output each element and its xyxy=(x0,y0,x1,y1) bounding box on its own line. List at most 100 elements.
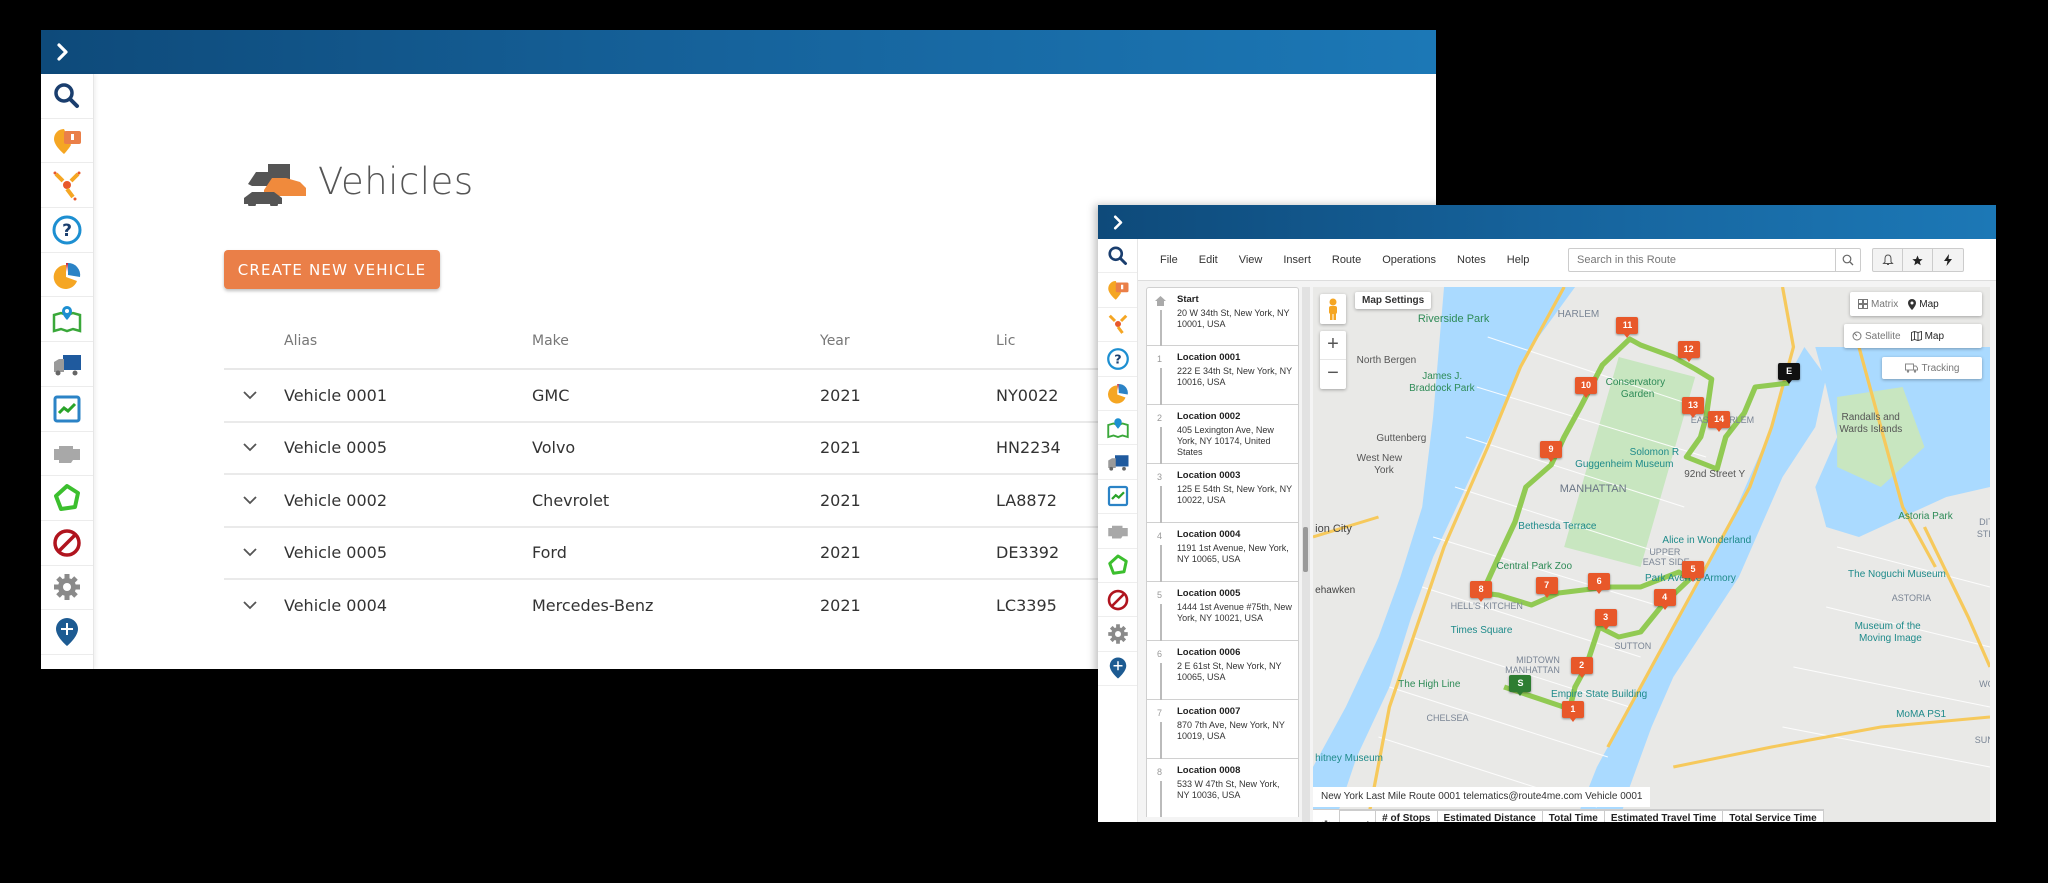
location-alert-icon xyxy=(54,128,81,154)
route-stop-marker[interactable]: 6 xyxy=(1588,573,1611,594)
notifications-button[interactable] xyxy=(1873,249,1903,271)
list-item-stop[interactable]: Start 20 W 34th St, New York, NY 10001, … xyxy=(1146,287,1299,348)
sidebar-item-avoidance-zones[interactable] xyxy=(41,521,93,566)
route-stop-marker[interactable]: 10 xyxy=(1574,377,1597,398)
stops-scrollbar[interactable] xyxy=(1302,287,1310,822)
list-item-stop[interactable]: 3 Location 0003 125 E 54th St, New York,… xyxy=(1146,464,1299,524)
zoom-in-button[interactable]: + xyxy=(1320,331,1346,360)
roadmap-button[interactable]: Map xyxy=(1901,331,1944,342)
route-stop-marker[interactable]: 9 xyxy=(1540,441,1563,462)
column-header-alias[interactable]: Alias xyxy=(284,314,532,370)
sidebar-item-analytics[interactable] xyxy=(1098,377,1137,411)
column-header-year[interactable]: Year xyxy=(820,314,996,370)
bell-icon xyxy=(1881,254,1894,265)
street-view-pegman[interactable] xyxy=(1320,294,1346,324)
route-stop-marker[interactable]: 14 xyxy=(1708,411,1731,432)
sidebar-item-settings[interactable] xyxy=(1098,617,1137,652)
menu-edit[interactable]: Edit xyxy=(1198,253,1218,266)
tracking-button[interactable]: Tracking xyxy=(1882,357,1982,379)
route-stop-marker[interactable]: 7 xyxy=(1535,577,1558,598)
totals-settings-button[interactable] xyxy=(1313,810,1339,822)
list-item-stop[interactable]: 6 Location 0006 2 E 61st St, New York, N… xyxy=(1146,641,1299,701)
route-start-marker[interactable]: S xyxy=(1509,675,1532,696)
route-map[interactable]: Riverside Park HARLEM North Bergen James J.… xyxy=(1313,287,1990,822)
route-search-input[interactable] xyxy=(1569,254,1835,266)
list-item-stop[interactable]: 7 Location 0007 870 7th Ave, New York, N… xyxy=(1146,700,1299,760)
route-end-marker[interactable]: E xyxy=(1778,363,1801,384)
route-stop-marker[interactable]: 11 xyxy=(1616,317,1639,338)
sidebar-item-notifications[interactable] xyxy=(41,119,93,164)
table-row[interactable]: Vehicle 0005 Volvo 2021 HN2234 xyxy=(224,421,1424,475)
menu-notes[interactable]: Notes xyxy=(1457,253,1486,266)
menu-view[interactable]: View xyxy=(1238,253,1263,266)
sidebar-item-dispatch[interactable] xyxy=(1098,652,1137,687)
cell-alias: Vehicle 0004 xyxy=(284,596,388,616)
stops-list: Start 20 W 34th St, New York, NY 10001, … xyxy=(1146,287,1299,817)
route-stop-marker[interactable]: 4 xyxy=(1653,589,1676,610)
route-stop-marker[interactable]: 2 xyxy=(1570,657,1593,678)
chevron-down-icon[interactable] xyxy=(242,599,258,611)
menu-route[interactable]: Route xyxy=(1331,253,1362,266)
zoom-out-button[interactable]: − xyxy=(1327,362,1339,384)
cell-make: Ford xyxy=(532,526,820,580)
cell-year: 2021 xyxy=(820,369,996,423)
column-header-make[interactable]: Make xyxy=(532,314,820,370)
table-row[interactable]: Vehicle 0004 Mercedes-Benz 2021 LC3395 xyxy=(224,579,1424,632)
route-stop-marker[interactable]: 12 xyxy=(1677,341,1700,362)
sidebar-item-engine[interactable] xyxy=(1098,514,1137,549)
totals-header-stops: # of Stops xyxy=(1375,810,1438,822)
sidebar-item-territories[interactable] xyxy=(1098,549,1137,583)
route-stop-marker[interactable]: 5 xyxy=(1681,561,1704,582)
chevron-down-icon[interactable] xyxy=(242,389,258,401)
chevron-down-icon[interactable] xyxy=(242,546,258,558)
sidebar-item-optimization[interactable] xyxy=(41,163,93,209)
sidebar-item-search[interactable] xyxy=(1098,239,1137,274)
route-stop-marker[interactable]: 8 xyxy=(1470,581,1493,602)
list-item-stop[interactable]: 1 Location 0001 222 E 34th St, New York,… xyxy=(1146,346,1299,406)
route-stop-marker[interactable]: 1 xyxy=(1561,701,1584,722)
list-item-stop[interactable]: 8 Location 0008 533 W 47th St, New York,… xyxy=(1146,759,1299,817)
chart-icon xyxy=(53,395,81,423)
sidebar-item-vehicles[interactable] xyxy=(41,342,93,387)
sidebar-item-engine[interactable] xyxy=(41,432,93,477)
chevron-down-icon[interactable] xyxy=(242,494,258,506)
sidebar-item-optimization[interactable] xyxy=(1098,308,1137,343)
sidebar-toggle-button[interactable] xyxy=(1108,212,1128,232)
route-stop-marker[interactable]: 3 xyxy=(1594,609,1617,630)
sidebar-item-dispatch[interactable] xyxy=(41,610,93,655)
sidebar-toggle-button[interactable] xyxy=(53,42,73,62)
list-item-stop[interactable]: 5 Location 0005 1444 1st Avenue #75th, N… xyxy=(1146,582,1299,642)
map-settings-button[interactable]: Map Settings xyxy=(1355,292,1432,309)
sidebar-item-search[interactable] xyxy=(41,74,93,119)
menu-insert[interactable]: Insert xyxy=(1283,253,1311,266)
sidebar-item-help[interactable]: ? xyxy=(41,208,93,253)
sidebar-item-analytics[interactable] xyxy=(41,253,93,298)
map-view-button[interactable]: Map xyxy=(1898,298,1939,310)
scrollbar-thumb[interactable] xyxy=(1303,527,1308,572)
create-new-vehicle-button[interactable]: CREATE NEW VEHICLE xyxy=(224,250,440,289)
satellite-button[interactable]: Satellite xyxy=(1844,331,1901,342)
sidebar-item-map[interactable] xyxy=(41,297,93,343)
favorite-button[interactable] xyxy=(1903,249,1933,271)
sidebar-item-help[interactable]: ? xyxy=(1098,342,1137,377)
sidebar-item-reports[interactable] xyxy=(1098,480,1137,515)
route-stop-marker[interactable]: 13 xyxy=(1681,397,1704,418)
sidebar-item-map[interactable] xyxy=(1098,411,1137,446)
quick-action-button[interactable] xyxy=(1933,249,1963,271)
list-item-stop[interactable]: 4 Location 0004 1191 1st Avenue, New Yor… xyxy=(1146,523,1299,583)
sidebar-item-territories[interactable] xyxy=(41,476,93,521)
sidebar-item-avoidance-zones[interactable] xyxy=(1098,583,1137,618)
sidebar-item-reports[interactable] xyxy=(41,387,93,432)
sidebar-item-vehicles[interactable] xyxy=(1098,445,1137,480)
menu-file[interactable]: File xyxy=(1160,253,1178,266)
menu-help[interactable]: Help xyxy=(1506,253,1530,266)
sidebar-item-notifications[interactable] xyxy=(1098,273,1137,308)
chevron-down-icon[interactable] xyxy=(242,441,258,453)
matrix-view-button[interactable]: Matrix xyxy=(1850,299,1898,310)
route-totals: Total # of Stops Estimated Distance Tota… xyxy=(1313,809,1824,822)
menu-operations[interactable]: Operations xyxy=(1382,253,1437,266)
search-icon xyxy=(1842,254,1854,266)
list-item-stop[interactable]: 2 Location 0002 405 Lexington Ave, New Y… xyxy=(1146,405,1299,465)
route-search-button[interactable] xyxy=(1835,249,1860,271)
sidebar-item-settings[interactable] xyxy=(41,566,93,611)
